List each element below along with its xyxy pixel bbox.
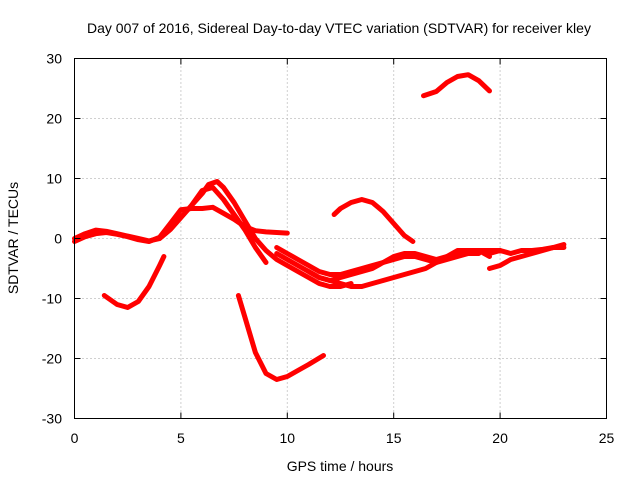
x-tick-label: 25 (599, 430, 615, 446)
series-line-arc-8 (487, 245, 567, 256)
series-group (72, 72, 567, 382)
axis-ticks: 0 5 10 15 20 25 -30 -20 -10 0 10 20 30 (42, 51, 615, 447)
y-tick-label: -20 (42, 351, 62, 367)
series-line-arc-11 (331, 197, 416, 244)
y-tick-label: -10 (42, 291, 62, 307)
series-line-arc-9 (101, 254, 167, 310)
x-tick-label: 0 (71, 430, 79, 446)
chart-title: Day 007 of 2016, Sidereal Day-to-day VTE… (87, 20, 591, 36)
series-line-arc-3 (157, 179, 354, 289)
y-tick-label: 20 (46, 111, 62, 127)
series-line-arc-6 (306, 248, 492, 283)
y-tick-label: -30 (42, 411, 62, 427)
y-tick-label: 30 (46, 51, 62, 67)
series-line-arc-12 (421, 72, 492, 99)
x-axis-label: GPS time / hours (287, 458, 394, 474)
series-line-arc-10 (235, 293, 326, 382)
y-tick-label: 10 (46, 171, 62, 187)
y-axis-label: SDTVAR / TECUs (5, 182, 21, 294)
x-tick-label: 20 (492, 430, 508, 446)
x-tick-label: 10 (280, 430, 296, 446)
y-tick-label: 0 (54, 231, 62, 247)
x-tick-label: 5 (177, 430, 185, 446)
x-tick-label: 15 (386, 430, 402, 446)
